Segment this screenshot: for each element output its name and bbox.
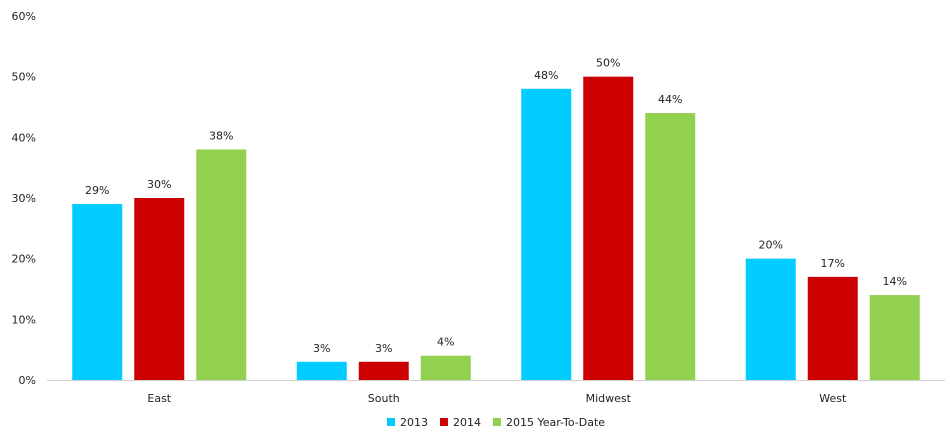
x-tick-label: West xyxy=(819,392,847,405)
legend-swatch xyxy=(492,418,501,426)
x-tick-label: South xyxy=(368,392,400,405)
y-tick-label: 50% xyxy=(12,71,36,84)
data-label: 4% xyxy=(437,336,454,349)
legend-label: 2014 xyxy=(453,416,481,429)
y-axis: 0% 10% 20% 30% 40% 50% 60% xyxy=(12,10,36,387)
bar-south-2013 xyxy=(296,361,347,380)
data-label: 44% xyxy=(658,93,682,106)
data-label: 3% xyxy=(313,342,330,355)
bar-midwest-2014 xyxy=(583,76,634,381)
y-tick-label: 60% xyxy=(12,10,36,23)
bar-west-2013 xyxy=(745,258,796,380)
data-label: 30% xyxy=(147,178,171,191)
data-label: 38% xyxy=(209,129,233,142)
y-tick-label: 40% xyxy=(12,131,36,144)
bars: 29% 30% 38% 3% 3% 4% 48% 50% 44% 20% 17% 14% xyxy=(72,57,920,381)
x-axis: East South Midwest West xyxy=(47,380,945,405)
x-tick-label: East xyxy=(147,392,171,405)
data-label: 20% xyxy=(759,239,783,252)
bar-midwest-2015 xyxy=(645,113,696,381)
data-label: 48% xyxy=(534,69,558,82)
bar-midwest-2013 xyxy=(521,88,572,381)
data-label: 14% xyxy=(883,275,907,288)
legend-swatch xyxy=(439,418,448,426)
data-label: 3% xyxy=(375,342,392,355)
y-tick-label: 20% xyxy=(12,253,36,266)
legend-label: 2013 xyxy=(400,416,428,429)
data-label: 29% xyxy=(85,184,109,197)
data-label: 50% xyxy=(596,57,620,70)
bar-west-2015 xyxy=(869,295,920,380)
bar-south-2015 xyxy=(420,355,471,380)
bar-south-2014 xyxy=(358,361,409,380)
x-tick-label: Midwest xyxy=(586,392,632,405)
y-tick-label: 10% xyxy=(12,313,36,326)
bar-east-2015 xyxy=(196,149,247,380)
bar-west-2014 xyxy=(807,276,858,380)
legend-label: 2015 Year-To-Date xyxy=(506,416,605,429)
bar-east-2014 xyxy=(134,198,185,380)
data-label: 17% xyxy=(821,257,845,270)
legend-swatch xyxy=(386,418,395,426)
y-tick-label: 30% xyxy=(12,192,36,205)
y-tick-label: 0% xyxy=(19,374,36,387)
bar-east-2013 xyxy=(72,204,123,380)
legend: 2013 2014 2015 Year-To-Date xyxy=(386,416,605,429)
